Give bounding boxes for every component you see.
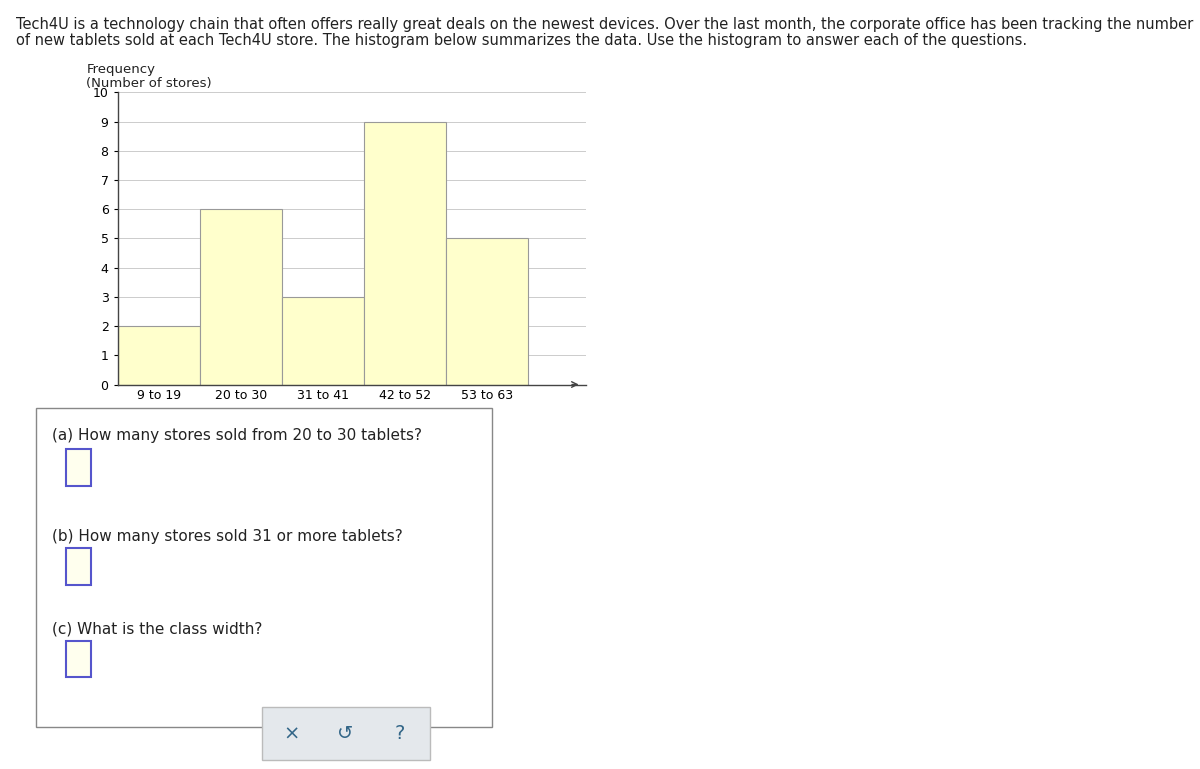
Text: Frequency: Frequency (86, 63, 155, 76)
Text: (c) What is the class width?: (c) What is the class width? (52, 621, 263, 637)
Bar (446, 238, 528, 384)
Bar (199, 209, 282, 384)
Bar (282, 297, 364, 384)
X-axis label: Number of tablets sold: Number of tablets sold (276, 409, 427, 422)
Text: ×: × (283, 724, 300, 743)
Bar (66, 548, 91, 584)
Bar (364, 122, 446, 384)
Text: ↺: ↺ (337, 724, 354, 743)
Bar (118, 326, 199, 384)
Text: (a) How many stores sold from 20 to 30 tablets?: (a) How many stores sold from 20 to 30 t… (52, 428, 422, 443)
Text: (Number of stores): (Number of stores) (86, 77, 212, 90)
Text: (b) How many stores sold 31 or more tablets?: (b) How many stores sold 31 or more tabl… (52, 529, 403, 544)
Bar (66, 449, 91, 486)
Text: ?: ? (394, 724, 404, 743)
Text: Tech4U is a technology chain that often offers really great deals on the newest : Tech4U is a technology chain that often … (16, 17, 1193, 32)
Bar (66, 641, 91, 677)
Text: of new tablets sold at each Tech4U store. The histogram below summarizes the dat: of new tablets sold at each Tech4U store… (16, 33, 1027, 48)
